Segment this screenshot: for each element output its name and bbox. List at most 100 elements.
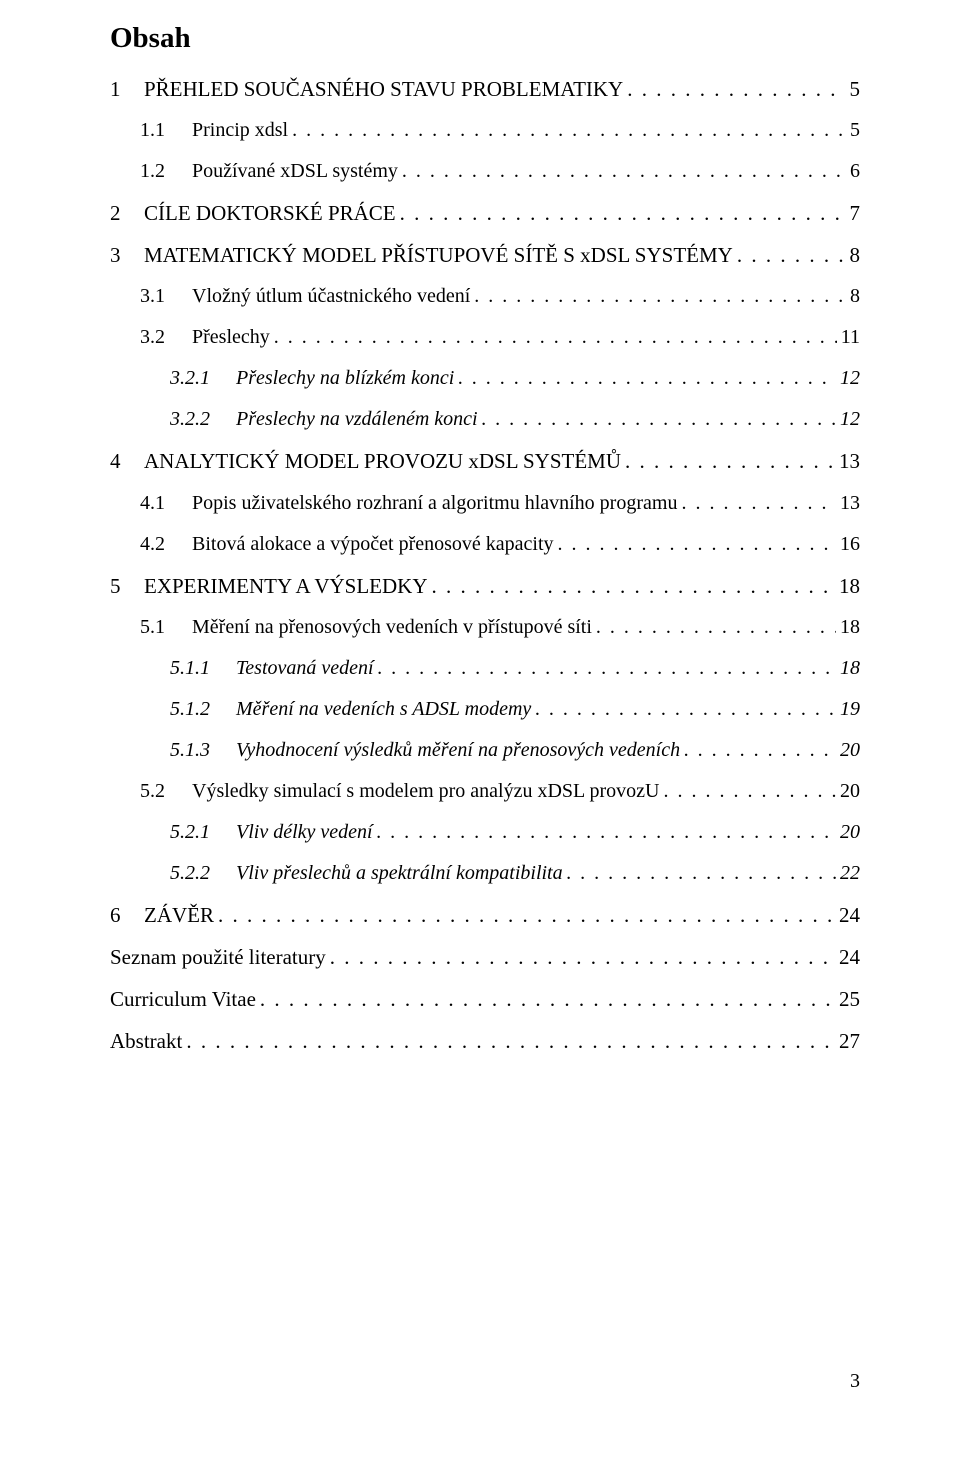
toc-entry-number: 5.1.1 xyxy=(170,657,236,680)
toc-entry: Seznam použité literatury. . . . . . . .… xyxy=(110,945,860,969)
table-of-contents: 1PŘEHLED SOUČASNÉHO STAVU PROBLEMATIKY. … xyxy=(110,77,860,1053)
toc-entry-number: 6 xyxy=(110,903,144,927)
toc-entry: 5.1Měření na přenosových vedeních v přís… xyxy=(110,616,860,639)
toc-entry-title: Měření na vedeních s ADSL modemy xyxy=(236,698,531,721)
toc-entry: 6ZÁVĚR. . . . . . . . . . . . . . . . . … xyxy=(110,903,860,927)
toc-entry-title: EXPERIMENTY A VÝSLEDKY xyxy=(144,574,428,598)
toc-entry-page: 13 xyxy=(835,449,860,473)
toc-entry-number: 2 xyxy=(110,201,144,225)
toc-entry-number: 3.2.2 xyxy=(170,408,236,431)
toc-leader-dots: . . . . . . . . . . . . . . . . . . . . … xyxy=(623,77,845,101)
toc-entry-page: 13 xyxy=(836,492,860,515)
toc-heading: Obsah xyxy=(110,22,860,55)
toc-entry-page: 20 xyxy=(836,739,860,762)
toc-entry: 4.2Bitová alokace a výpočet přenosové ka… xyxy=(110,533,860,556)
toc-entry: 3.2.2Přeslechy na vzdáleném konci. . . .… xyxy=(110,408,860,431)
toc-entry-number: 4 xyxy=(110,449,144,473)
toc-entry: 4.1Popis uživatelského rozhraní a algori… xyxy=(110,492,860,515)
toc-entry-page: 5 xyxy=(846,119,860,142)
toc-leader-dots: . . . . . . . . . . . . . . . . . . . . … xyxy=(677,492,836,515)
toc-entry-page: 7 xyxy=(846,201,861,225)
toc-leader-dots: . . . . . . . . . . . . . . . . . . . . … xyxy=(621,449,835,473)
toc-entry-number: 5.1 xyxy=(140,616,192,639)
toc-entry: 5.2Výsledky simulací s modelem pro analý… xyxy=(110,780,860,803)
toc-leader-dots: . . . . . . . . . . . . . . . . . . . . … xyxy=(326,945,835,969)
toc-leader-dots: . . . . . . . . . . . . . . . . . . . . … xyxy=(373,821,836,844)
toc-entry-title: Vliv délky vedení xyxy=(236,821,373,844)
page: Obsah 1PŘEHLED SOUČASNÉHO STAVU PROBLEMA… xyxy=(0,0,960,1465)
toc-entry-number: 3.1 xyxy=(140,285,192,308)
toc-leader-dots: . . . . . . . . . . . . . . . . . . . . … xyxy=(398,160,846,183)
toc-entry-number: 4.2 xyxy=(140,533,192,556)
toc-entry: Curriculum Vitae. . . . . . . . . . . . … xyxy=(110,987,860,1011)
toc-entry-title: ANALYTICKÝ MODEL PROVOZU xDSL SYSTÉMŮ xyxy=(144,449,621,473)
toc-leader-dots: . . . . . . . . . . . . . . . . . . . . … xyxy=(374,657,836,680)
toc-entry-page: 12 xyxy=(836,408,860,431)
toc-leader-dots: . . . . . . . . . . . . . . . . . . . . … xyxy=(531,698,836,721)
toc-entry-number: 1 xyxy=(110,77,144,101)
toc-leader-dots: . . . . . . . . . . . . . . . . . . . . … xyxy=(214,903,835,927)
toc-entry-page: 19 xyxy=(836,698,860,721)
toc-entry-title: Seznam použité literatury xyxy=(110,945,326,969)
toc-entry-title: ZÁVĚR xyxy=(144,903,214,927)
toc-entry: 5.1.2Měření na vedeních s ADSL modemy. .… xyxy=(110,698,860,721)
toc-entry: 5.1.1Testovaná vedení. . . . . . . . . .… xyxy=(110,657,860,680)
toc-entry: 1.2Používané xDSL systémy. . . . . . . .… xyxy=(110,160,860,183)
toc-leader-dots: . . . . . . . . . . . . . . . . . . . . … xyxy=(454,367,836,390)
toc-entry-number: 5.2.2 xyxy=(170,862,236,885)
toc-entry: 3MATEMATICKÝ MODEL PŘÍSTUPOVÉ SÍTĚ S xDS… xyxy=(110,243,860,267)
toc-leader-dots: . . . . . . . . . . . . . . . . . . . . … xyxy=(563,862,836,885)
toc-entry-title: Přeslechy na vzdáleném konci xyxy=(236,408,478,431)
toc-leader-dots: . . . . . . . . . . . . . . . . . . . . … xyxy=(270,326,837,349)
toc-entry-title: Abstrakt xyxy=(110,1029,182,1053)
toc-entry-page: 24 xyxy=(835,945,860,969)
toc-entry-page: 20 xyxy=(836,780,860,803)
toc-entry: 2CÍLE DOKTORSKÉ PRÁCE. . . . . . . . . .… xyxy=(110,201,860,225)
toc-entry: 5EXPERIMENTY A VÝSLEDKY. . . . . . . . .… xyxy=(110,574,860,598)
toc-entry: Abstrakt. . . . . . . . . . . . . . . . … xyxy=(110,1029,860,1053)
toc-entry-title: Používané xDSL systémy xyxy=(192,160,398,183)
toc-entry-page: 18 xyxy=(836,657,860,680)
toc-leader-dots: . . . . . . . . . . . . . . . . . . . . … xyxy=(256,987,835,1011)
toc-entry-title: Popis uživatelského rozhraní a algoritmu… xyxy=(192,492,677,515)
toc-entry-title: Princip xdsl xyxy=(192,119,288,142)
toc-entry-number: 5.1.2 xyxy=(170,698,236,721)
toc-entry-page: 8 xyxy=(846,243,861,267)
toc-entry-page: 12 xyxy=(836,367,860,390)
toc-entry-page: 18 xyxy=(836,616,860,639)
toc-entry-page: 5 xyxy=(846,77,861,101)
toc-entry-page: 6 xyxy=(846,160,860,183)
toc-entry-title: PŘEHLED SOUČASNÉHO STAVU PROBLEMATIKY xyxy=(144,77,623,101)
toc-entry-page: 18 xyxy=(835,574,860,598)
toc-leader-dots: . . . . . . . . . . . . . . . . . . . . … xyxy=(733,243,846,267)
toc-entry-page: 8 xyxy=(846,285,860,308)
toc-entry: 5.1.3Vyhodnocení výsledků měření na přen… xyxy=(110,739,860,762)
toc-entry: 1PŘEHLED SOUČASNÉHO STAVU PROBLEMATIKY. … xyxy=(110,77,860,101)
toc-entry-title: Vložný útlum účastnického vedení xyxy=(192,285,470,308)
toc-entry: 5.2.2Vliv přeslechů a spektrální kompati… xyxy=(110,862,860,885)
toc-leader-dots: . . . . . . . . . . . . . . . . . . . . … xyxy=(592,616,836,639)
toc-entry-title: Vliv přeslechů a spektrální kompatibilit… xyxy=(236,862,563,885)
toc-entry-page: 11 xyxy=(837,326,860,349)
toc-entry-title: Výsledky simulací s modelem pro analýzu … xyxy=(192,780,660,803)
toc-entry-title: Curriculum Vitae xyxy=(110,987,256,1011)
toc-entry-title: MATEMATICKÝ MODEL PŘÍSTUPOVÉ SÍTĚ S xDSL… xyxy=(144,243,733,267)
toc-entry: 5.2.1Vliv délky vedení. . . . . . . . . … xyxy=(110,821,860,844)
toc-entry-title: CÍLE DOKTORSKÉ PRÁCE xyxy=(144,201,396,225)
toc-entry: 1.1Princip xdsl. . . . . . . . . . . . .… xyxy=(110,119,860,142)
toc-leader-dots: . . . . . . . . . . . . . . . . . . . . … xyxy=(470,285,846,308)
toc-leader-dots: . . . . . . . . . . . . . . . . . . . . … xyxy=(680,739,836,762)
toc-entry-title: Měření na přenosových vedeních v přístup… xyxy=(192,616,592,639)
toc-entry-number: 5 xyxy=(110,574,144,598)
toc-entry: 3.2.1Přeslechy na blízkém konci. . . . .… xyxy=(110,367,860,390)
toc-entry-number: 3.2 xyxy=(140,326,192,349)
toc-leader-dots: . . . . . . . . . . . . . . . . . . . . … xyxy=(428,574,835,598)
toc-entry-number: 5.1.3 xyxy=(170,739,236,762)
toc-entry-page: 16 xyxy=(836,533,860,556)
toc-entry-title: Vyhodnocení výsledků měření na přenosový… xyxy=(236,739,680,762)
toc-leader-dots: . . . . . . . . . . . . . . . . . . . . … xyxy=(396,201,846,225)
toc-leader-dots: . . . . . . . . . . . . . . . . . . . . … xyxy=(182,1029,835,1053)
toc-entry-number: 1.2 xyxy=(140,160,192,183)
toc-entry-title: Bitová alokace a výpočet přenosové kapac… xyxy=(192,533,554,556)
toc-entry-title: Přeslechy xyxy=(192,326,270,349)
